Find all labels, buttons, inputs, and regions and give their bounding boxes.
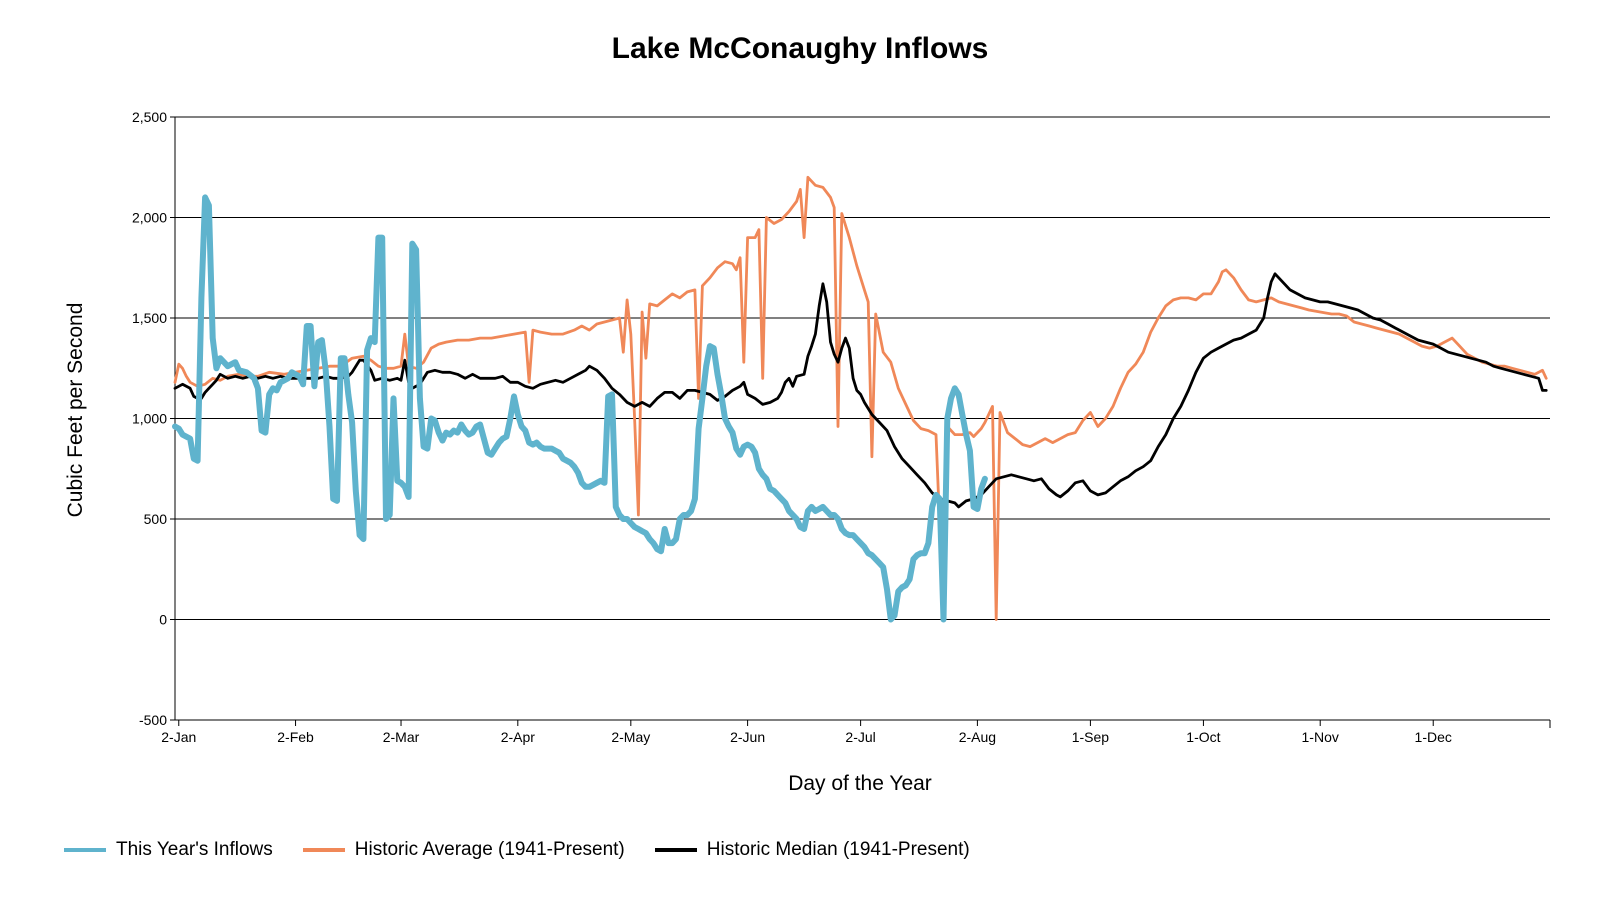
legend-label-this-year: This Year's Inflows bbox=[116, 839, 273, 860]
series-line-historic-average bbox=[173, 175, 1548, 621]
y-tick-label: -500 bbox=[139, 712, 167, 728]
gridlines bbox=[175, 116, 1550, 620]
chart-title: Lake McConaughy Inflows bbox=[611, 32, 989, 65]
legend-swatch-historic-median bbox=[654, 848, 697, 852]
legend: This Year's Inflows Historic Average (19… bbox=[64, 838, 1000, 862]
y-tick-label: 1,000 bbox=[132, 411, 167, 427]
y-tick-label: 500 bbox=[144, 511, 168, 527]
legend-swatch-this-year bbox=[64, 848, 106, 852]
x-tick-label: 2-Jan bbox=[161, 729, 196, 745]
x-tick-label: 1-Oct bbox=[1186, 729, 1220, 745]
legend-swatch-historic-average bbox=[302, 848, 345, 852]
x-tick-label: 2-Jul bbox=[845, 729, 875, 745]
y-axis-label: Cubic Feet per Second bbox=[64, 303, 87, 518]
x-tick-label: 2-Apr bbox=[501, 729, 536, 745]
legend-label-historic-median: Historic Median (1941-Present) bbox=[706, 839, 970, 860]
x-tick-label: 1-Dec bbox=[1415, 729, 1452, 745]
legend-item-this-year[interactable]: This Year's Inflows bbox=[64, 839, 273, 861]
legend-item-historic-median[interactable]: Historic Median (1941-Present) bbox=[654, 839, 970, 861]
legend-item-historic-average[interactable]: Historic Average (1941-Present) bbox=[302, 839, 625, 861]
tick-labels: -500 0 500 1,000 1,500 2,000 2,500 2-Jan 2-Feb 2-… bbox=[132, 109, 1452, 745]
y-tick-label: 0 bbox=[159, 612, 167, 628]
series-line-this-year bbox=[172, 194, 988, 623]
y-tick-label: 1,500 bbox=[132, 310, 167, 326]
x-tick-label: 2-Feb bbox=[277, 729, 314, 745]
x-tick-label: 2-Jun bbox=[730, 729, 765, 745]
series-lines bbox=[172, 175, 1548, 623]
y-tick-label: 2,000 bbox=[132, 210, 167, 226]
x-tick-label: 1-Nov bbox=[1302, 729, 1339, 745]
x-tick-label: 1-Sep bbox=[1072, 729, 1110, 745]
legend-label-historic-average: Historic Average (1941-Present) bbox=[354, 839, 625, 860]
axes bbox=[170, 116, 1551, 728]
x-tick-label: 2-May bbox=[611, 729, 650, 745]
series-line-historic-median bbox=[173, 272, 1548, 509]
x-tick-label: 2-Mar bbox=[383, 729, 420, 745]
x-tick-label: 2-Aug bbox=[959, 729, 996, 745]
x-axis-label: Day of the Year bbox=[788, 772, 932, 795]
y-tick-label: 2,500 bbox=[132, 109, 167, 125]
